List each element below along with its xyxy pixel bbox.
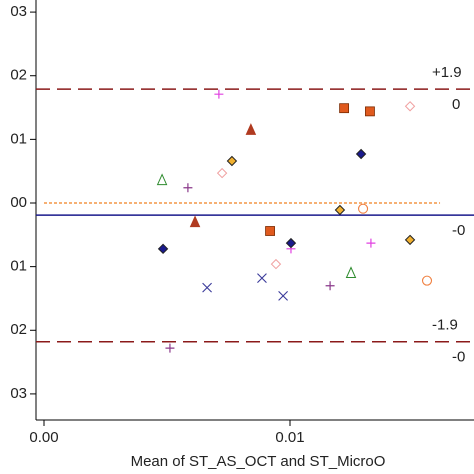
point — [365, 106, 375, 117]
point — [421, 275, 433, 286]
x-tick-label: 0.01 — [275, 429, 304, 446]
point — [358, 203, 369, 214]
y-tick-label: 02 — [10, 67, 27, 84]
y-tick-label: 01 — [10, 130, 27, 147]
point — [404, 234, 416, 246]
point — [404, 101, 416, 112]
point — [245, 123, 257, 135]
point — [270, 258, 282, 270]
y-tick-label: 01 — [10, 258, 27, 275]
point — [216, 167, 228, 179]
point — [189, 215, 201, 228]
y-tick-label: 00 — [10, 194, 27, 211]
point — [202, 282, 212, 293]
reference-label: +1.9 — [432, 64, 462, 81]
point — [265, 226, 275, 236]
point — [183, 183, 193, 193]
y-tick-label: 02 — [10, 321, 27, 338]
point — [165, 343, 175, 353]
point — [157, 243, 169, 255]
point — [214, 89, 224, 99]
reference-label: -0 — [452, 349, 465, 366]
point — [345, 266, 357, 278]
point — [334, 204, 346, 216]
x-tick-label: 0.00 — [29, 429, 58, 446]
point — [226, 155, 238, 167]
point — [278, 291, 288, 301]
reference-label: -0 — [452, 222, 465, 239]
point — [339, 103, 350, 114]
point — [366, 238, 376, 248]
reference-label: 0 — [452, 96, 460, 113]
point — [257, 273, 267, 283]
y-tick-label: 03 — [10, 385, 27, 402]
x-axis-label: Mean of ST_AS_OCT and ST_MicroO — [131, 453, 386, 470]
point — [156, 173, 168, 186]
point — [355, 148, 367, 160]
reference-label: -1.9 — [432, 317, 458, 334]
point — [325, 281, 335, 291]
point — [285, 237, 297, 249]
y-tick-label: 03 — [10, 3, 27, 20]
